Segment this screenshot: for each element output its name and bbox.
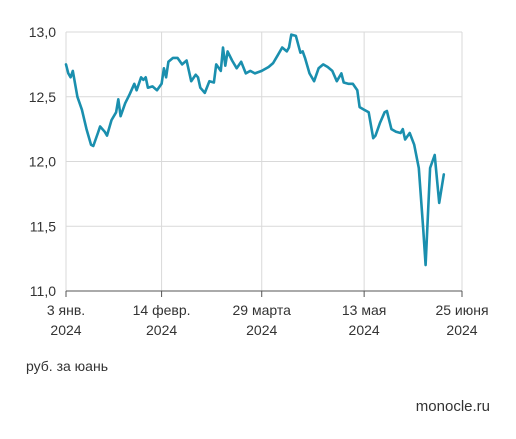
- x-tick-label: 13 мая: [342, 302, 386, 318]
- y-tick-label: 12,5: [29, 89, 56, 105]
- y-tick-label: 11,0: [30, 283, 56, 299]
- series-group: [64, 33, 446, 267]
- source-label: monocle.ru: [415, 398, 490, 415]
- x-tick-label: 3 янв.: [47, 302, 85, 318]
- x-tick-label: 14 февр.: [133, 302, 191, 318]
- x-axis-ticks: 3 янв. 2024 14 февр. 2024 29 марта 2024 13 мая…: [47, 291, 489, 338]
- x-tick-label: 25 июня: [435, 302, 488, 318]
- x-tick-year-label: 2024: [50, 322, 81, 338]
- line-chart: 11,0 11,5 12,0 12,5 13,0 3 янв. 2024 14 февр. 2…: [29, 24, 489, 338]
- y-axis-ticks: 11,0 11,5 12,0 12,5 13,0: [29, 24, 56, 299]
- unit-note: руб. за юань: [26, 358, 108, 374]
- series-line: [64, 33, 446, 267]
- x-tick-year-label: 2024: [246, 322, 277, 338]
- x-tick-year-label: 2024: [349, 322, 380, 338]
- x-tick-year-label: 2024: [446, 322, 477, 338]
- gridlines: [65, 31, 463, 292]
- x-tick-year-label: 2024: [146, 322, 177, 338]
- y-tick-label: 12,0: [29, 154, 56, 170]
- x-tick-label: 29 марта: [233, 302, 292, 318]
- y-tick-label: 13,0: [29, 24, 56, 40]
- y-tick-label: 11,5: [30, 218, 56, 234]
